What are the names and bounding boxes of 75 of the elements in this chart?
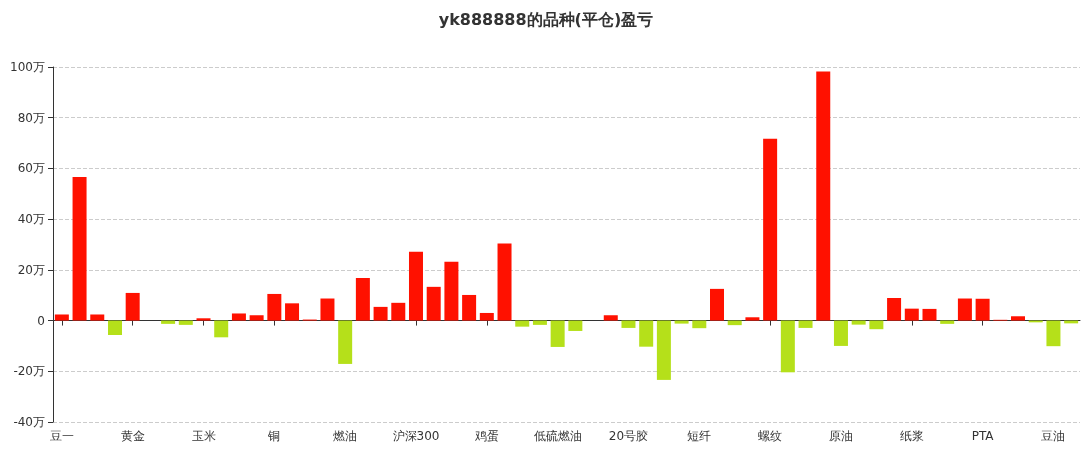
y-tick-label: -20万: [13, 364, 45, 379]
x-tick-label: 豆一: [49, 429, 74, 443]
bar: [639, 320, 654, 347]
y-tick-label: -40万: [13, 415, 45, 429]
x-tick-label: 纸浆: [899, 429, 924, 443]
bar: [710, 288, 725, 321]
x-tick-label: 黄金: [120, 429, 145, 443]
bar: [107, 320, 122, 336]
bar: [285, 303, 300, 321]
bar: [355, 277, 370, 321]
bar: [922, 308, 937, 321]
y-tick-label: 20万: [17, 262, 45, 277]
bar: [497, 243, 512, 321]
bar: [1011, 316, 1026, 321]
bar: [249, 315, 264, 321]
x-tick-label: 燃油: [333, 429, 358, 443]
x-tick-label: 玉米: [191, 429, 216, 443]
bar: [479, 312, 494, 321]
bar: [267, 293, 282, 321]
bar: [957, 298, 972, 321]
bar: [674, 320, 689, 324]
x-tick-label: 豆油: [1041, 429, 1066, 443]
bar: [320, 298, 335, 321]
bar: [338, 320, 353, 364]
bar: [869, 320, 884, 330]
bar: [550, 320, 565, 347]
bar: [692, 320, 707, 329]
x-tick-label: 短纤: [687, 429, 712, 443]
x-tick-label: PTA: [971, 429, 995, 443]
bar: [568, 320, 583, 331]
y-tick-label: 60万: [17, 161, 45, 176]
bar: [125, 292, 140, 321]
bar: [1046, 320, 1061, 347]
bar: [940, 320, 955, 324]
bar: [833, 320, 848, 346]
x-tick-label: 螺纹: [758, 429, 783, 443]
bar: [161, 320, 176, 324]
bar: [603, 315, 618, 321]
bar: [745, 317, 760, 321]
bar: [515, 320, 530, 327]
x-tick-label: 铜: [267, 429, 281, 443]
bar: [231, 313, 246, 321]
bar: [816, 71, 831, 321]
bar: [621, 320, 636, 328]
bar: [462, 294, 477, 321]
bar: [178, 320, 193, 325]
bar: [214, 320, 229, 338]
bar: [780, 320, 795, 373]
bar: [887, 298, 902, 321]
x-tick-label: 沪深300: [392, 429, 440, 443]
bar: [391, 302, 406, 321]
bar: [408, 251, 423, 321]
y-tick-label: 80万: [17, 110, 45, 125]
x-tick-label: 20号胶: [608, 429, 649, 443]
bar: [426, 286, 441, 321]
x-tick-label: 原油: [828, 429, 853, 443]
y-tick-label: 40万: [17, 212, 45, 227]
bar: [532, 320, 547, 325]
y-tick-label: 0: [37, 313, 45, 328]
bar: [90, 314, 105, 321]
bar: [763, 138, 778, 321]
y-tick-label: 100万: [10, 60, 45, 74]
chart-title: yk888888的品种(平仓)盈亏: [438, 9, 654, 29]
bar: [196, 318, 211, 321]
bar: [904, 308, 919, 321]
x-tick-label: 鸡蛋: [473, 429, 499, 443]
bar: [851, 320, 866, 325]
bar: [975, 298, 990, 321]
bar: [54, 314, 69, 321]
bar: [72, 177, 87, 321]
x-tick-label: 低硫燃油: [533, 429, 582, 443]
bar: [798, 320, 813, 328]
bar: [444, 261, 459, 321]
bar: [373, 306, 388, 321]
bar: [656, 320, 671, 380]
